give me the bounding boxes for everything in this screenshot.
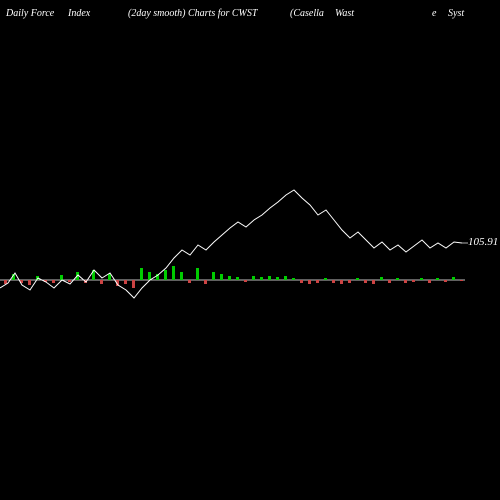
chart-svg [0,30,500,500]
title-part-1: Daily Force [6,8,54,19]
title-part-3: (2day smooth) Charts for CWST [128,8,257,19]
chart-title-bar: Daily Force Index (2day smooth) Charts f… [0,8,500,28]
title-part-2: Index [68,8,90,19]
last-price-label: 105.91 [468,236,498,248]
title-part-4: (Casella [290,8,324,19]
title-part-5: Wast [335,8,354,19]
title-part-6: e [432,8,436,19]
chart-area: 105.91 [0,30,500,500]
title-part-7: Syst [448,8,464,19]
